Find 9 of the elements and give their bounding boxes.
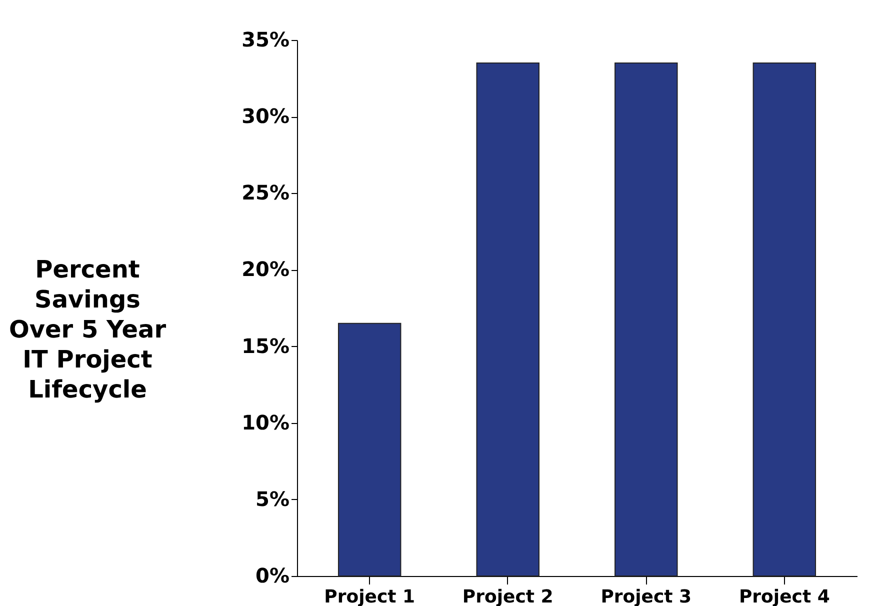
y-tick-label: 30% (242, 104, 290, 128)
y-tick-label: 0% (256, 564, 290, 588)
y-tick-label: 5% (256, 486, 290, 511)
y-tick-label: 25% (242, 180, 290, 205)
y-tick-label: 35% (242, 28, 290, 52)
y-axis-title: Percent Savings Over 5 Year IT Project Lifecycle (8, 256, 166, 404)
y-tick-label: 20% (242, 257, 290, 282)
y-tick-label: 15% (242, 334, 290, 358)
y-tick-label: 10% (242, 410, 290, 434)
